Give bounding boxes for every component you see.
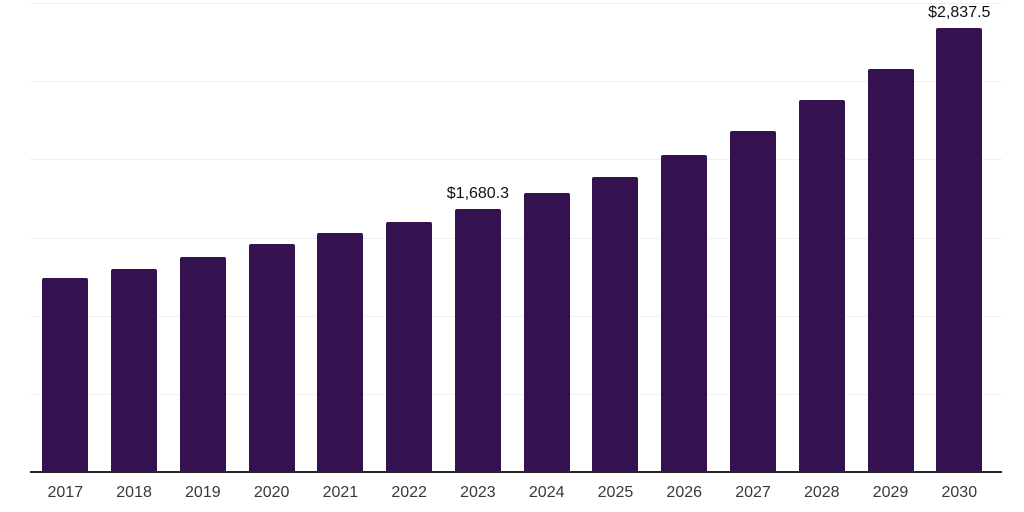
x-tick-2025: 2025 [597,484,634,501]
bar-2027[interactable] [730,130,776,472]
x-tick-2030: 2030 [941,484,978,501]
x-tick-2028: 2028 [803,484,840,501]
x-tick-2017: 2017 [47,484,84,501]
bar-2017[interactable] [42,278,89,472]
x-tick-2022: 2022 [391,484,427,501]
x-tick-2021: 2021 [322,484,359,501]
gridline-2000 [30,159,1002,161]
bar-2024[interactable] [523,193,570,472]
bar-2023[interactable] [454,209,501,472]
bar-2025[interactable] [592,176,639,472]
data-label-2030: $2,837.5 [928,4,991,22]
gridline-1500 [30,237,1002,239]
x-tick-2029: 2029 [872,484,909,501]
data-label-2023: $1,680.3 [446,185,510,203]
gridline-1000 [30,315,1002,317]
bar-2018[interactable] [111,269,158,472]
gridline-3000 [30,3,1002,4]
bar-2030[interactable] [936,28,983,472]
gridline-2500 [30,81,1002,83]
bar-2026[interactable] [661,155,708,472]
x-tick-2020: 2020 [253,484,290,501]
bar-2019[interactable] [179,256,226,472]
x-tick-2024: 2024 [528,484,565,501]
bar-2022[interactable] [386,222,433,472]
x-tick-2027: 2027 [735,484,771,501]
bar-2020[interactable] [248,243,295,472]
bar-2021[interactable] [317,233,364,472]
x-tick-2023: 2023 [460,484,496,501]
gridline-500 [30,393,1002,395]
x-tick-2018: 2018 [116,484,152,501]
bar-2028[interactable] [798,100,845,472]
bar-2029[interactable] [867,68,914,472]
x-tick-2019: 2019 [185,484,221,501]
x-tick-2026: 2026 [666,484,703,501]
x-axis-line [30,471,1002,473]
